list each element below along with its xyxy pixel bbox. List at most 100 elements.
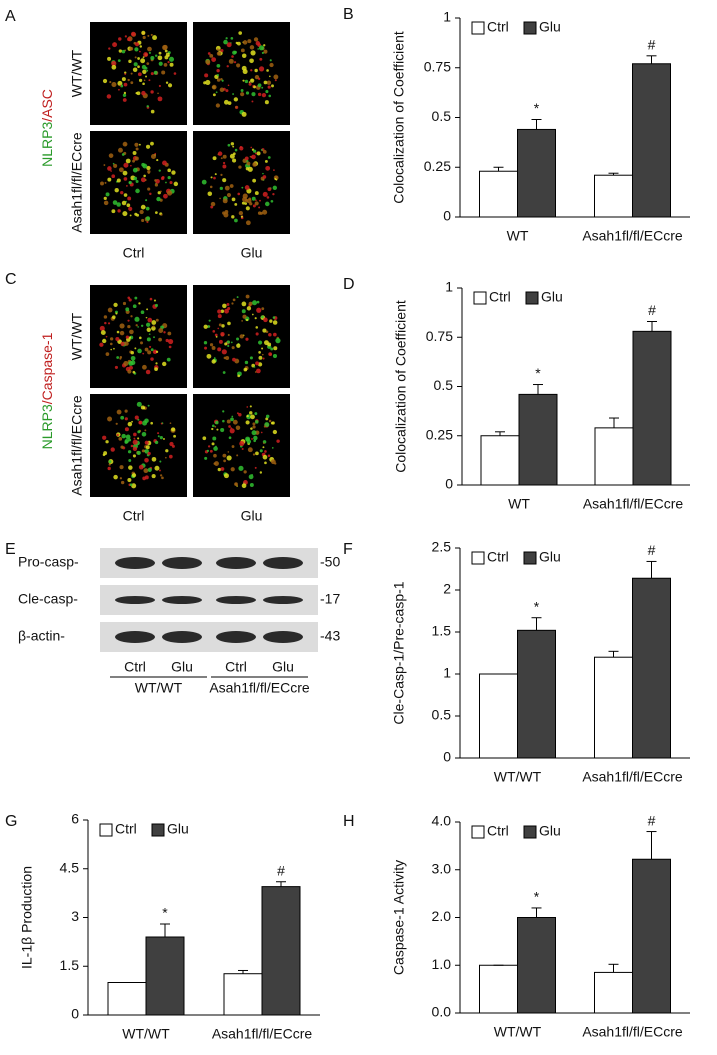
fluorescence-spot — [137, 348, 142, 354]
fluorescence-spot — [238, 165, 242, 169]
fluorescence-spot — [259, 199, 261, 202]
fluorescence-spot — [226, 419, 231, 424]
fluorescence-spot — [240, 215, 243, 218]
fluorescence-spot — [261, 86, 264, 89]
fluorescence-spot — [158, 84, 161, 88]
fluorescence-spot — [213, 446, 218, 451]
fluorescence-spot — [234, 202, 238, 206]
fluorescence-spot — [122, 93, 127, 97]
fluorescence-spot — [120, 190, 124, 195]
bar — [594, 174, 633, 218]
fluorescence-spot — [164, 49, 168, 53]
fluorescence-spot — [231, 215, 235, 219]
fluorescence-spot — [154, 440, 159, 445]
fluorescence-spot — [232, 419, 238, 425]
fluorescence-spot — [255, 199, 257, 202]
fluorescence-spot — [220, 309, 225, 314]
fluorescence-spot — [208, 319, 211, 322]
column-label: Glu — [241, 245, 263, 261]
fluorescence-spot — [140, 58, 146, 64]
fluorescence-spot — [226, 192, 232, 198]
fluorescence-spot — [134, 47, 139, 52]
fluorescence-spot — [252, 422, 256, 426]
fluorescence-spot — [225, 89, 229, 93]
fluorescence-spot — [140, 324, 144, 327]
fluorescence-spot — [251, 430, 257, 436]
fluorescence-spot — [262, 454, 268, 460]
y-axis-label: Caspase-1 Activity — [391, 860, 407, 975]
fluorescence-spot — [242, 314, 247, 319]
fluorescence-spot — [254, 420, 259, 424]
fluorescence-spot — [272, 316, 276, 319]
fluorescence-spot — [173, 181, 179, 187]
y-axis-label: Cle-Casp-1/Pre-casp-1 — [391, 581, 407, 724]
panel-letter: G — [5, 813, 17, 830]
fluorescence-spot — [115, 337, 120, 342]
fluorescence-spot — [247, 447, 253, 453]
fluorescence-spot — [112, 200, 118, 205]
stain-name: / — [39, 400, 55, 404]
fluorescence-spot — [230, 37, 234, 40]
fluorescence-spot — [209, 449, 213, 453]
fluorescence-spot — [224, 308, 229, 314]
fluorescence-spot — [263, 49, 268, 54]
fluorescence-spot — [236, 63, 241, 68]
significance-mark: # — [648, 37, 656, 53]
bar — [517, 128, 556, 218]
fluorescence-spot — [209, 185, 213, 189]
fluorescence-spot — [222, 161, 226, 165]
fluorescence-spot — [150, 33, 153, 36]
fluorescence-spot — [104, 181, 107, 184]
fluorescence-spot — [228, 58, 234, 64]
fluorescence-spot — [99, 342, 104, 347]
blot-band — [162, 557, 202, 569]
row-label: Asah1fl/fl/ECcre — [69, 395, 85, 496]
legend-label: Glu — [539, 549, 561, 565]
y-tick-label: 2.5 — [432, 539, 452, 555]
fluorescence-spot — [142, 69, 147, 74]
fluorescence-spot — [265, 90, 269, 94]
blot-band — [115, 631, 155, 643]
fluorescence-spot — [136, 91, 141, 96]
fluorescence-spot — [154, 367, 158, 371]
fluorescence-spot — [244, 202, 248, 205]
fluorescence-spot — [140, 177, 146, 183]
fluorescence-spot — [127, 196, 132, 201]
fluorescence-spot — [237, 374, 241, 378]
fluorescence-spot — [136, 401, 142, 407]
fluorescence-spot — [267, 342, 272, 347]
fluorescence-spot — [233, 97, 239, 102]
fluorescence-spot — [248, 82, 252, 86]
fluorescence-spot — [212, 156, 217, 161]
fluorescence-spot — [230, 427, 233, 430]
bar — [632, 330, 672, 486]
fluorescence-spot — [151, 153, 157, 159]
x-tick-label: WT/WT — [122, 1026, 170, 1042]
fluorescence-spot — [110, 447, 115, 452]
fluorescence-spot — [116, 356, 120, 359]
fluorescence-spot — [254, 371, 257, 373]
fluorescence-spot — [145, 75, 148, 78]
fluorescence-spot — [145, 369, 151, 375]
y-tick-label: 0.5 — [434, 377, 454, 393]
blot-band — [162, 631, 202, 643]
fluorescence-spot — [238, 413, 242, 417]
fluorescence-spot — [130, 164, 132, 167]
fluorescence-spot — [233, 50, 237, 54]
fluorescence-spot — [258, 355, 263, 360]
fluorescence-spot — [121, 153, 125, 156]
fluorescence-spot — [145, 206, 150, 211]
fluorescence-spot — [250, 427, 253, 430]
fluorescence-spot — [117, 59, 121, 63]
fluorescence-spot — [138, 464, 144, 470]
fluorescence-spot — [142, 35, 146, 40]
fluorescence-spot — [138, 420, 143, 425]
lane-label: Ctrl — [225, 659, 247, 675]
fluorescence-spot — [150, 90, 154, 94]
fluorescence-spot — [167, 61, 170, 64]
fluorescence-spot — [211, 84, 217, 90]
fluorescence-spot — [219, 87, 225, 93]
fluorescence-spot — [139, 50, 141, 53]
legend-label: Glu — [539, 823, 561, 839]
fluorescence-spot — [222, 410, 225, 413]
